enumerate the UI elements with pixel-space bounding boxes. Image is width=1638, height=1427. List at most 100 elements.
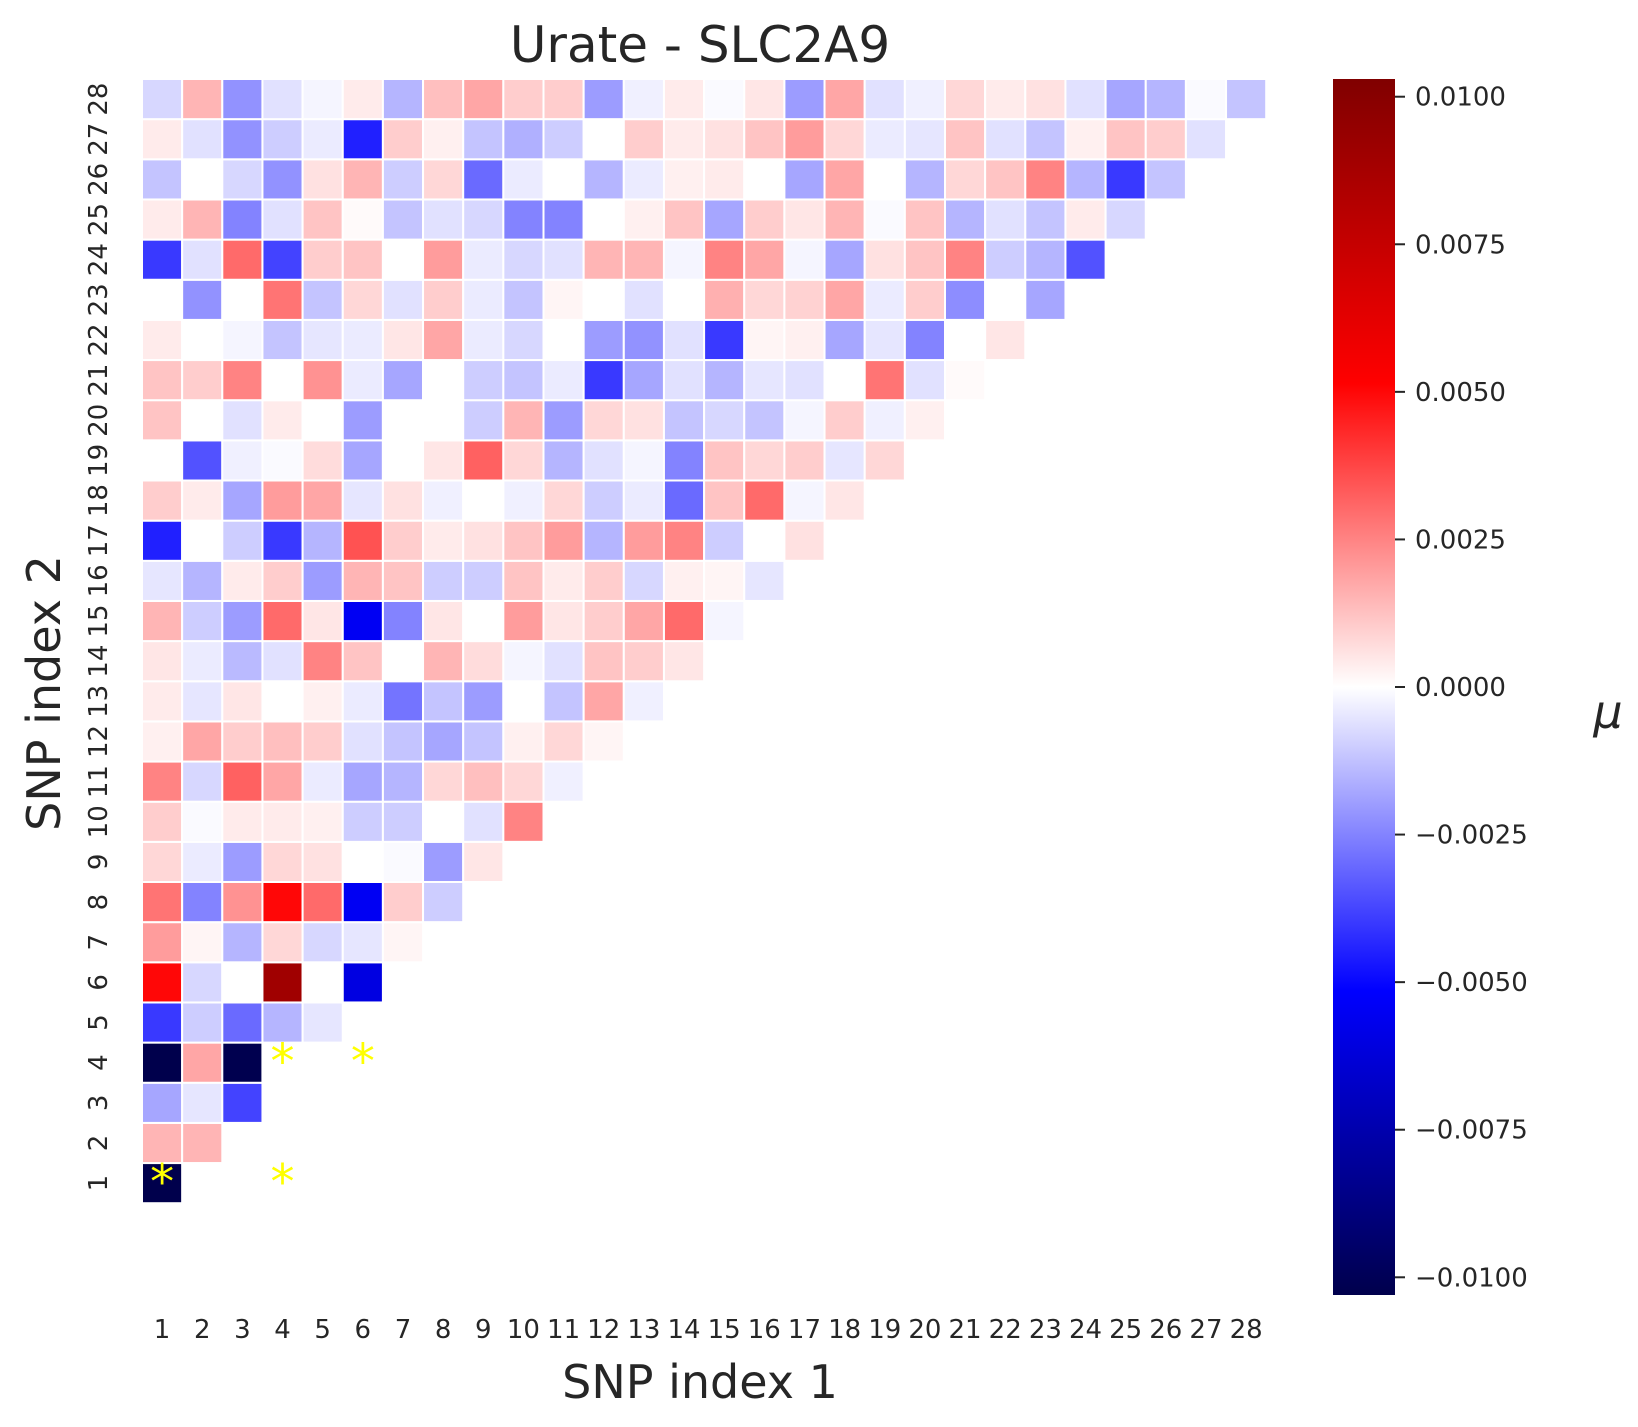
heatmap-cell	[823, 399, 866, 442]
heatmap-cell	[582, 439, 625, 482]
heatmap-cell	[422, 599, 465, 643]
heatmap-cell	[341, 479, 384, 522]
heatmap-cell	[662, 439, 706, 482]
y-axis-label: SNP index 2	[17, 555, 71, 831]
heatmap-cell	[341, 238, 384, 281]
heatmap-cell	[542, 640, 585, 683]
heatmap-cell	[622, 78, 665, 121]
colorbar-tick-label: 0.0000	[1415, 673, 1506, 703]
heatmap-cell	[502, 278, 545, 321]
heatmap-cell	[381, 238, 425, 281]
heatmap-cell	[341, 78, 384, 121]
heatmap-cell	[381, 921, 425, 964]
heatmap-cell	[301, 599, 344, 643]
heatmap-cell	[341, 439, 384, 482]
heatmap-cell	[662, 78, 706, 121]
heatmap-cell	[743, 479, 786, 522]
heatmap-cell	[984, 318, 1027, 362]
heatmap-cell	[903, 359, 946, 402]
heatmap-cell	[261, 599, 304, 643]
heatmap-cell	[743, 559, 786, 602]
heatmap-cell	[662, 599, 706, 643]
heatmap-cell	[703, 238, 746, 281]
heatmap-cell	[1024, 278, 1067, 321]
heatmap-cell	[181, 921, 224, 964]
heatmap-cell	[903, 238, 946, 281]
heatmap-cell	[863, 158, 906, 201]
x-tick-label: 7	[395, 1315, 412, 1345]
heatmap-cell	[422, 158, 465, 201]
heatmap-cell	[422, 238, 465, 281]
heatmap-cell	[944, 359, 987, 402]
y-tick-label: 2	[84, 1135, 114, 1152]
heatmap-cell	[582, 318, 625, 362]
heatmap-cell	[141, 760, 184, 803]
heatmap-cell	[622, 118, 665, 161]
heatmap-cell	[1144, 78, 1187, 121]
heatmap-cell	[341, 599, 384, 643]
heatmap-cell	[582, 198, 625, 241]
colorbar-ticks: 0.0100 0.0075 0.0050 0.0025 0.0000 −0.0025 −0.…	[1395, 83, 1528, 1293]
heatmap-cell	[1064, 78, 1107, 121]
heatmap-cell	[743, 118, 786, 161]
x-tick-label: 25	[1109, 1315, 1142, 1345]
heatmap-cell	[381, 840, 425, 883]
heatmap-cell	[502, 78, 545, 121]
y-tick-label: 24	[84, 243, 114, 276]
heatmap-cell	[622, 158, 665, 201]
heatmap-cell	[422, 559, 465, 602]
heatmap-cell	[261, 840, 304, 883]
heatmap-cell	[1024, 198, 1067, 241]
heatmap-cell	[863, 399, 906, 442]
heatmap-cell	[261, 720, 304, 763]
heatmap-cell	[301, 559, 344, 602]
heatmap-cell	[381, 118, 425, 161]
heatmap-cell	[582, 720, 625, 763]
y-tick-label: 12	[84, 725, 114, 758]
heatmap-cell	[141, 359, 184, 402]
heatmap-cell	[301, 158, 344, 201]
heatmap-cell	[703, 559, 746, 602]
heatmap-cell	[903, 198, 946, 241]
heatmap-cell	[422, 720, 465, 763]
heatmap-cell	[381, 720, 425, 763]
heatmap-cell	[622, 640, 665, 683]
heatmap-cell	[622, 680, 665, 723]
heatmap-cell	[984, 238, 1027, 281]
heatmap-cell	[622, 359, 665, 402]
heatmap-cell	[582, 399, 625, 442]
significance-star: *	[150, 1154, 174, 1210]
heatmap-cell	[622, 559, 665, 602]
heatmap-cell	[381, 640, 425, 683]
heatmap-cell	[984, 198, 1027, 241]
heatmap-cell	[783, 479, 826, 522]
heatmap-cell	[542, 118, 585, 161]
heatmap-cell	[944, 78, 987, 121]
heatmap-cell	[703, 479, 746, 522]
heatmap-cell	[502, 439, 545, 482]
heatmap-cell	[181, 479, 224, 522]
heatmap-cell	[422, 198, 465, 241]
x-tick-label: 23	[1029, 1315, 1062, 1345]
heatmap-cell	[261, 881, 304, 924]
heatmap-cell	[703, 399, 746, 442]
y-tick-label: 4	[84, 1054, 114, 1071]
x-tick-label: 14	[667, 1315, 700, 1345]
heatmap-cell	[462, 640, 505, 683]
heatmap-cell	[141, 680, 184, 723]
heatmap-cell	[1024, 158, 1067, 201]
heatmap-cell	[783, 399, 826, 442]
heatmap-cell	[422, 399, 465, 442]
y-tick-label: 9	[84, 854, 114, 871]
heatmap-cell	[181, 318, 224, 362]
heatmap-cell	[502, 198, 545, 241]
colorbar-tick-label: 0.0025	[1415, 525, 1506, 555]
heatmap-cell	[502, 399, 545, 442]
y-tick-label: 6	[84, 974, 114, 991]
heatmap-cell	[542, 479, 585, 522]
heatmap-cell	[422, 800, 465, 843]
heatmap-cell	[662, 359, 706, 402]
heatmap-cell	[462, 800, 505, 843]
heatmap-cell	[542, 158, 585, 201]
heatmap-cell	[181, 1001, 224, 1044]
